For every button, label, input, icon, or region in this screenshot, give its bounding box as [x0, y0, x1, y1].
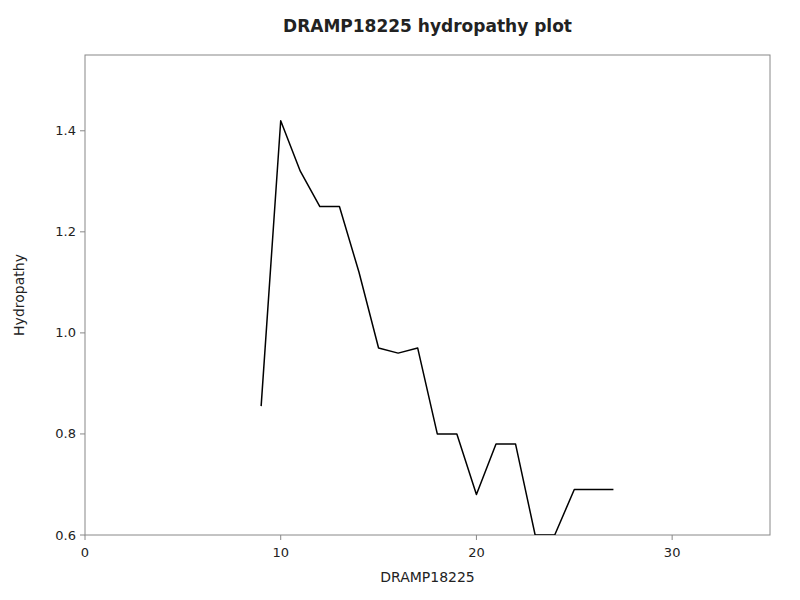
y-tick — [80, 130, 85, 131]
y-tick-label: 0.8 — [55, 426, 76, 441]
plot-frame — [85, 55, 770, 535]
y-axis-label: Hydropathy — [11, 254, 27, 336]
y-tick — [80, 332, 85, 333]
y-tick-label: 1.0 — [55, 325, 76, 340]
y-tick — [80, 535, 85, 536]
chart-container: 0 10 20 30 0.6 0.8 1.0 1.2 1.4 DRAMP18225 hydropa… — [0, 0, 800, 600]
data-line — [261, 121, 613, 535]
x-tick — [85, 535, 86, 540]
x-tick-label: 0 — [81, 545, 89, 560]
x-axis-label: DRAMP18225 — [380, 569, 475, 585]
page: {"chart_data": {"type": "line", "title":… — [0, 0, 800, 600]
chart-svg: 0 10 20 30 0.6 0.8 1.0 1.2 1.4 DRAMP18225 hydropa… — [0, 0, 800, 600]
x-tick — [280, 535, 281, 540]
y-tick-label: 1.4 — [55, 123, 76, 138]
x-tick — [476, 535, 477, 540]
chart-title: DRAMP18225 hydropathy plot — [283, 16, 572, 36]
x-axis: 0 10 20 30 — [81, 535, 681, 560]
y-tick — [80, 231, 85, 232]
x-tick-label: 20 — [468, 545, 485, 560]
x-tick-label: 30 — [664, 545, 681, 560]
x-tick — [672, 535, 673, 540]
plot-area — [261, 121, 613, 535]
y-axis: 0.6 0.8 1.0 1.2 1.4 — [55, 123, 85, 542]
y-tick-label: 1.2 — [55, 224, 76, 239]
x-tick-label: 10 — [272, 545, 289, 560]
y-tick — [80, 433, 85, 434]
y-tick-label: 0.6 — [55, 528, 76, 543]
